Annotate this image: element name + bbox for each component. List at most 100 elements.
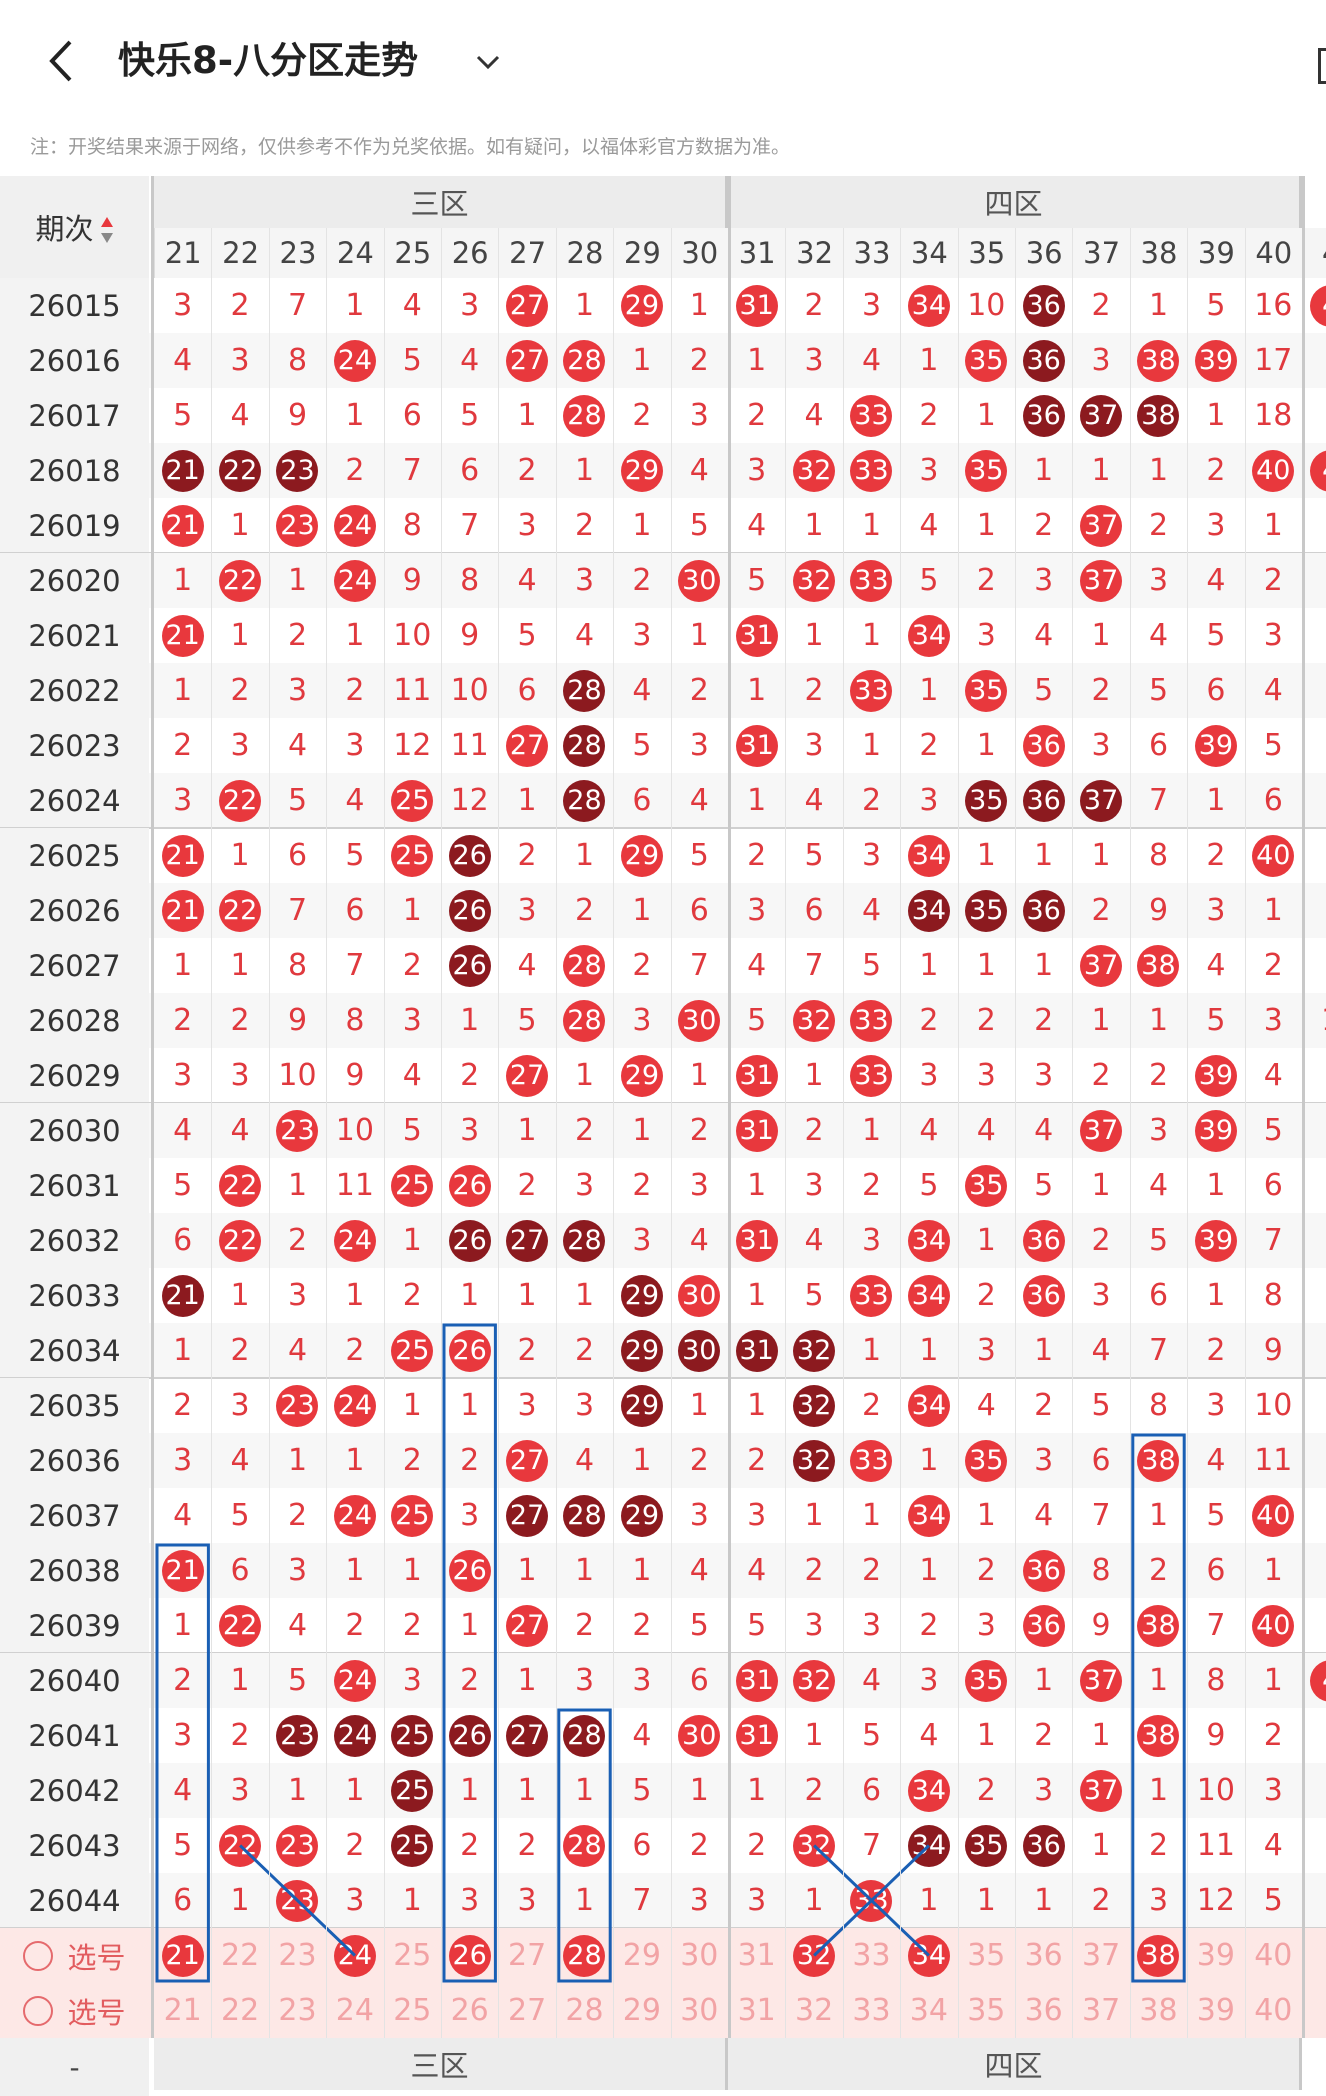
select-cell-24[interactable]: 24 bbox=[335, 1993, 374, 2028]
column-header-39[interactable]: 39 bbox=[1187, 228, 1245, 278]
grid-line bbox=[326, 228, 328, 2038]
selected-ball[interactable]: 32 bbox=[793, 1934, 836, 1977]
select-cell-21[interactable]: 21 bbox=[154, 1928, 211, 1983]
column-header-22[interactable]: 22 bbox=[211, 228, 269, 278]
column-header-25[interactable]: 25 bbox=[383, 228, 441, 278]
select-cell-33[interactable]: 33 bbox=[852, 1993, 891, 2028]
cell-31: 31 bbox=[728, 1323, 785, 1378]
cell-37: 6 bbox=[1091, 1443, 1111, 1478]
select-cell-27[interactable]: 27 bbox=[507, 1938, 547, 1973]
period-header[interactable]: 期次 bbox=[0, 176, 149, 278]
chevron-down-icon[interactable] bbox=[474, 48, 502, 76]
select-cell-37[interactable]: 37 bbox=[1081, 1993, 1121, 2028]
grid-line bbox=[1015, 228, 1016, 2038]
selected-ball[interactable]: 38 bbox=[1137, 1934, 1180, 1977]
select-cell-39[interactable]: 39 bbox=[1196, 1938, 1235, 1973]
selected-ball[interactable]: 26 bbox=[448, 1934, 491, 1977]
select-cell-33[interactable]: 33 bbox=[852, 1938, 891, 1973]
select-cell-32[interactable]: 32 bbox=[785, 1928, 842, 1983]
select-cell-36[interactable]: 36 bbox=[1024, 1938, 1063, 1973]
column-header-35[interactable]: 35 bbox=[957, 228, 1015, 278]
select-cell-22[interactable]: 22 bbox=[220, 1993, 260, 2028]
select-cell-26[interactable]: 26 bbox=[450, 1993, 489, 2028]
select-cell-26[interactable]: 26 bbox=[441, 1928, 498, 1983]
page-title[interactable]: 快乐8-八分区走势 bbox=[118, 39, 419, 82]
column-header-28[interactable]: 28 bbox=[555, 228, 614, 278]
menu-icon[interactable] bbox=[1318, 48, 1326, 84]
select-cell-23[interactable]: 23 bbox=[278, 1993, 317, 2028]
cell-32: 32 bbox=[785, 1378, 842, 1433]
select-cell-28[interactable]: 28 bbox=[565, 1993, 604, 2028]
select-cell-27[interactable]: 27 bbox=[507, 1993, 547, 2028]
select-cell-38[interactable]: 38 bbox=[1139, 1993, 1178, 2028]
back-arrow-icon[interactable] bbox=[42, 36, 82, 86]
select-row[interactable]: 选号 21 22 23 24 25 26 27 28 29 30 31 32 33 34 35 36 37 38 39… bbox=[0, 1983, 1326, 2038]
column-header-21[interactable]: 21 bbox=[154, 228, 212, 278]
select-cell-32[interactable]: 32 bbox=[794, 1993, 834, 2028]
select-cell-28[interactable]: 28 bbox=[556, 1928, 613, 1983]
column-header-40[interactable]: 40 bbox=[1244, 228, 1302, 278]
select-row-label[interactable]: 选号 bbox=[0, 1983, 149, 2038]
select-cell-30[interactable]: 30 bbox=[680, 1993, 719, 2028]
select-cell-39[interactable]: 39 bbox=[1196, 1993, 1235, 2028]
select-cell-40[interactable]: 40 bbox=[1254, 1938, 1293, 1973]
cell-33: 33 bbox=[843, 1873, 900, 1928]
select-cell-35[interactable]: 35 bbox=[967, 1938, 1006, 1973]
select-cell-40[interactable]: 40 bbox=[1254, 1993, 1293, 2028]
column-header-23[interactable]: 23 bbox=[268, 228, 327, 278]
column-header-34[interactable]: 34 bbox=[900, 228, 958, 278]
cell-36: 36 bbox=[1015, 278, 1072, 333]
select-cell-31[interactable]: 31 bbox=[737, 1938, 776, 1973]
period-number: 26022 bbox=[0, 663, 149, 718]
column-header-32[interactable]: 32 bbox=[785, 228, 843, 278]
cell-40: 18 bbox=[1254, 398, 1293, 433]
cell-34: 34 bbox=[900, 1818, 957, 1873]
select-cell-29[interactable]: 29 bbox=[622, 1938, 661, 1973]
number-ball: 22 bbox=[219, 1164, 262, 1207]
selected-ball[interactable]: 34 bbox=[907, 1934, 950, 1977]
select-row-label[interactable]: 选号 bbox=[0, 1928, 149, 1983]
number-ball: 24 bbox=[333, 1714, 376, 1757]
column-header-26[interactable]: 26 bbox=[441, 228, 499, 278]
column-header-27[interactable]: 27 bbox=[498, 228, 556, 278]
column-header-33[interactable]: 33 bbox=[842, 228, 901, 278]
sort-icon[interactable] bbox=[100, 215, 114, 245]
select-cell-34[interactable]: 34 bbox=[909, 1993, 948, 2028]
select-cell-36[interactable]: 36 bbox=[1024, 1993, 1063, 2028]
column-header-37[interactable]: 37 bbox=[1072, 228, 1130, 278]
selected-ball[interactable]: 21 bbox=[161, 1934, 204, 1977]
column-header-30[interactable]: 30 bbox=[670, 228, 728, 278]
cell-29: 5 bbox=[632, 1773, 652, 1808]
select-cell-25[interactable]: 25 bbox=[393, 1993, 432, 2028]
column-header-31[interactable]: 31 bbox=[728, 228, 786, 278]
cell-36: 4 bbox=[1034, 1113, 1054, 1148]
select-cell-30[interactable]: 30 bbox=[680, 1938, 719, 1973]
select-row[interactable]: 选号 21 22 23 24 25 26 27 28 29 30 31 32 33 34 35 36 37 38 39… bbox=[0, 1928, 1326, 1983]
select-cell-38[interactable]: 38 bbox=[1130, 1928, 1187, 1983]
cell-29: 3 bbox=[632, 1003, 652, 1038]
select-cell-22[interactable]: 22 bbox=[220, 1938, 260, 1973]
select-cell-35[interactable]: 35 bbox=[967, 1993, 1006, 2028]
selected-ball[interactable]: 28 bbox=[563, 1934, 606, 1977]
cell-25: 25 bbox=[384, 1323, 441, 1378]
cell-32: 6 bbox=[804, 893, 824, 928]
selected-ball[interactable]: 24 bbox=[333, 1934, 376, 1977]
select-cell-29[interactable]: 29 bbox=[622, 1993, 661, 2028]
select-cell-24[interactable]: 24 bbox=[326, 1928, 383, 1983]
radio-icon[interactable] bbox=[23, 1995, 54, 2026]
select-cell-21[interactable]: 21 bbox=[163, 1993, 202, 2028]
select-cell-23[interactable]: 23 bbox=[278, 1938, 317, 1973]
select-cell-25[interactable]: 25 bbox=[393, 1938, 432, 1973]
radio-icon[interactable] bbox=[23, 1940, 54, 1971]
select-cell-31[interactable]: 31 bbox=[737, 1993, 776, 2028]
column-header-4[interactable]: 4 bbox=[1302, 228, 1326, 278]
column-header-36[interactable]: 36 bbox=[1015, 228, 1073, 278]
period-number: 26015 bbox=[0, 278, 149, 333]
column-header-29[interactable]: 29 bbox=[613, 228, 671, 278]
cell-23: 4 bbox=[287, 728, 308, 763]
column-header-38[interactable]: 38 bbox=[1129, 228, 1188, 278]
period-number: 26033 bbox=[0, 1268, 149, 1323]
select-cell-34[interactable]: 34 bbox=[900, 1928, 957, 1983]
column-header-24[interactable]: 24 bbox=[326, 228, 384, 278]
select-cell-37[interactable]: 37 bbox=[1081, 1938, 1121, 1973]
